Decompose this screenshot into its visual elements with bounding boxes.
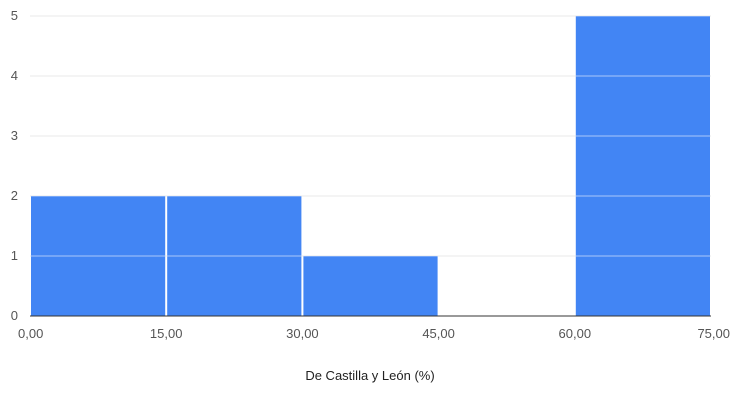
x-tick-label: 15,00 bbox=[150, 326, 183, 341]
y-tick-label: 3 bbox=[11, 128, 18, 143]
y-tick-label: 4 bbox=[11, 68, 18, 83]
bars bbox=[30, 15, 711, 316]
x-axis-label: De Castilla y León (%) bbox=[305, 368, 434, 383]
y-tick-label: 0 bbox=[11, 308, 18, 323]
x-tick-labels: 0,00 15,00 30,00 45,00 60,00 75,00 bbox=[18, 326, 730, 341]
y-tick-label: 5 bbox=[11, 8, 18, 23]
y-tick-labels: 0 1 2 3 4 5 bbox=[11, 8, 18, 323]
x-tick-label: 60,00 bbox=[559, 326, 592, 341]
x-tick-label: 0,00 bbox=[18, 326, 43, 341]
y-tick-label: 1 bbox=[11, 248, 18, 263]
histogram-bar bbox=[303, 256, 438, 316]
y-tick-label: 2 bbox=[11, 188, 18, 203]
x-tick-label: 75,00 bbox=[697, 326, 730, 341]
x-tick-label: 45,00 bbox=[422, 326, 455, 341]
histogram-bar bbox=[575, 16, 710, 316]
x-tick-label: 30,00 bbox=[286, 326, 319, 341]
